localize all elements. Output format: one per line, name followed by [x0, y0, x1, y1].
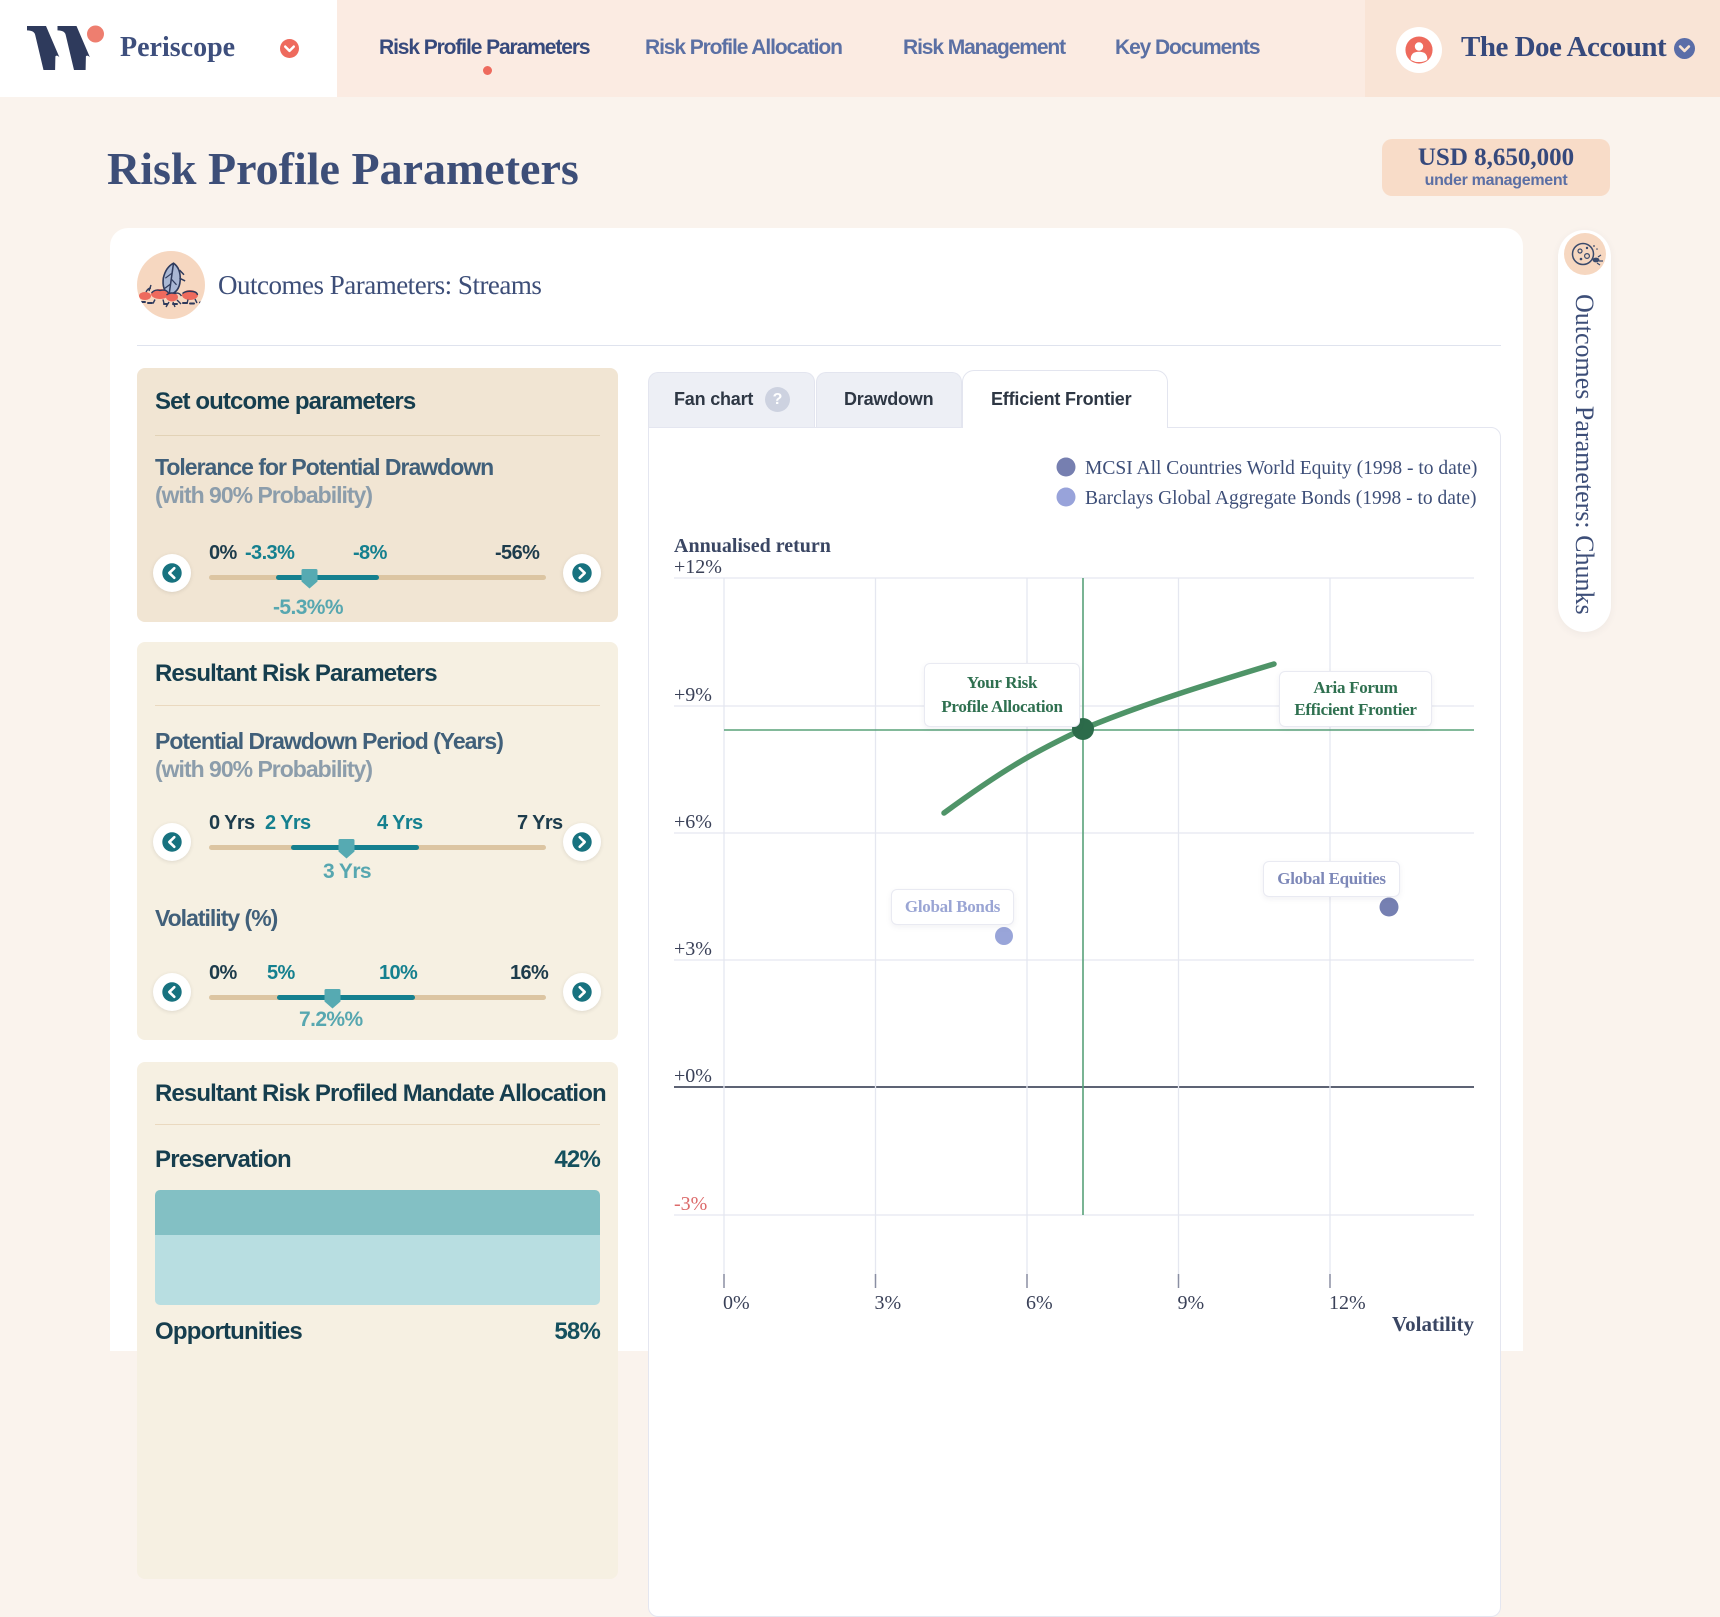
- svg-text:+3%: +3%: [674, 938, 712, 960]
- svg-text:9%: 9%: [1178, 1292, 1205, 1314]
- svg-text:12%: 12%: [1329, 1292, 1366, 1314]
- svg-text:3%: 3%: [875, 1292, 902, 1314]
- svg-text:6%: 6%: [1026, 1292, 1053, 1314]
- svg-text:+9%: +9%: [674, 684, 712, 706]
- svg-text:+12%: +12%: [674, 556, 722, 578]
- svg-text:Volatility: Volatility: [1392, 1312, 1475, 1336]
- svg-text:MCSI All Countries World Equit: MCSI All Countries World Equity (1998 - …: [1085, 458, 1477, 479]
- svg-text:Annualised return: Annualised return: [674, 535, 831, 557]
- svg-text:+6%: +6%: [674, 811, 712, 833]
- svg-text:Barclays Global Aggregate Bond: Barclays Global Aggregate Bonds (1998 - …: [1085, 488, 1477, 509]
- svg-text:+0%: +0%: [674, 1065, 712, 1087]
- svg-text:0%: 0%: [723, 1292, 750, 1314]
- svg-text:-3%: -3%: [674, 1193, 707, 1215]
